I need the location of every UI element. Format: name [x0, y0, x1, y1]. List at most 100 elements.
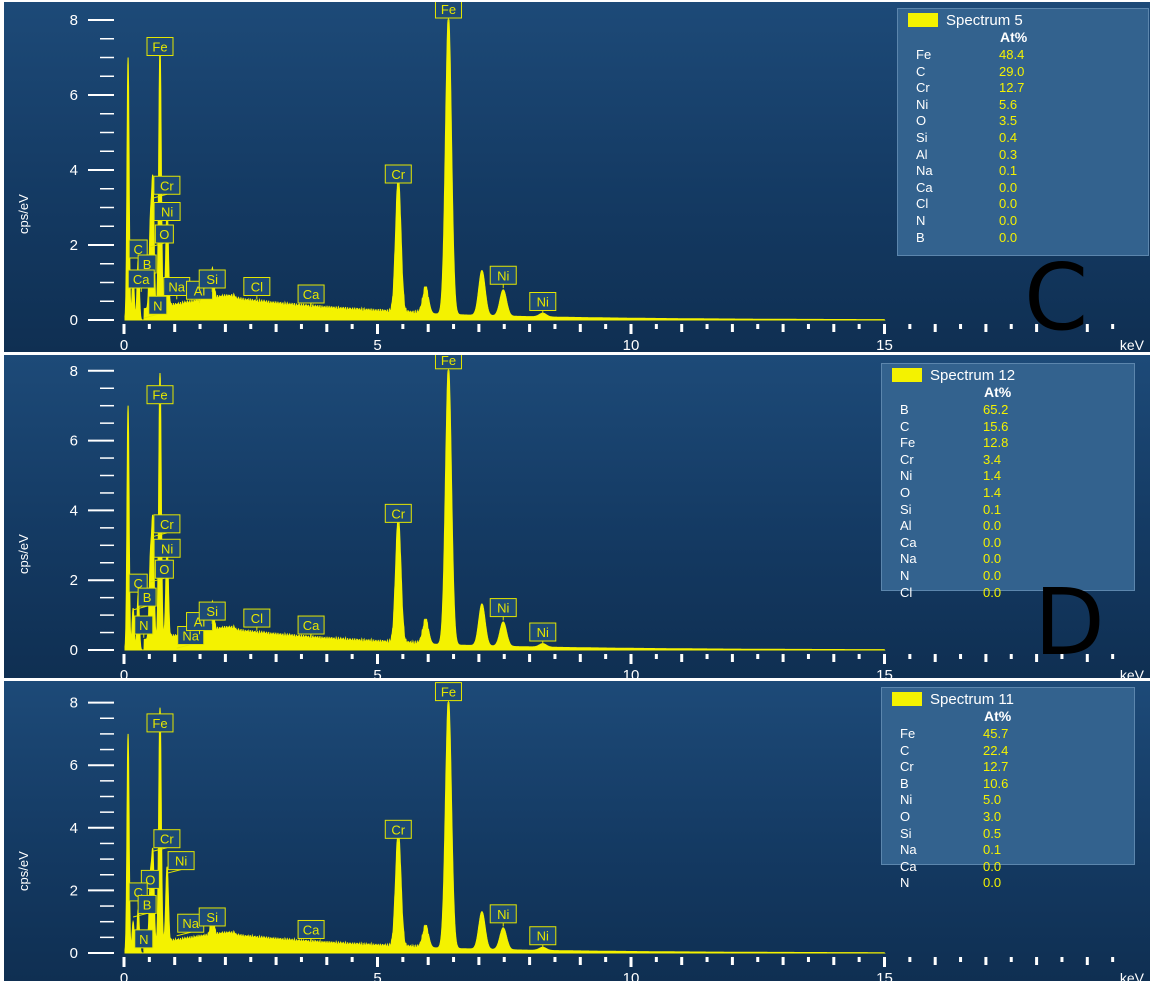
- element-symbol: Ca: [900, 858, 917, 874]
- legend-swatch: [892, 692, 922, 706]
- legend-row: Al 0.0: [882, 518, 1134, 535]
- peak-label: Ni: [489, 265, 517, 289]
- element-symbol: Fe: [900, 435, 916, 451]
- peak-label: Si: [198, 269, 226, 292]
- y-axis-title: cps/eV: [16, 851, 31, 891]
- x-tick-label: 0: [120, 667, 128, 678]
- svg-text:Ni: Ni: [537, 295, 549, 310]
- element-symbol: O: [916, 113, 927, 129]
- y-tick-label: 4: [70, 820, 78, 837]
- y-axis: 0 2 4 6 8: [70, 12, 114, 329]
- y-tick-label: 8: [70, 695, 78, 712]
- y-tick-label: 6: [70, 433, 78, 450]
- element-symbol: O: [900, 485, 911, 500]
- atomic-percent-value: 3.0: [983, 809, 1002, 824]
- x-tick-label: 15: [876, 667, 893, 678]
- svg-text:Ni: Ni: [537, 625, 549, 640]
- atomic-percent-value: 0.0: [983, 551, 1002, 567]
- peak-label: Ni: [166, 851, 195, 874]
- y-tick-label: 8: [70, 12, 78, 29]
- svg-text:B: B: [143, 590, 152, 605]
- legend-row: B 65.2: [882, 402, 1134, 419]
- legend-header: Spectrum 11: [882, 688, 1134, 710]
- atomic-percent-value: 0.0: [999, 196, 1018, 212]
- legend: Spectrum 5 At% Fe 48.4 C 29.0 Cr 12.7 Ni 5.6 O 3.5 S…: [897, 8, 1149, 256]
- svg-text:Si: Si: [206, 910, 218, 925]
- legend-row: Si 0.1: [882, 502, 1134, 519]
- panel-letter: D: [1034, 569, 1105, 676]
- peak-label: Fe: [146, 37, 174, 60]
- svg-text:N: N: [139, 618, 148, 633]
- element-symbol: Na: [900, 842, 917, 858]
- element-symbol: Cr: [900, 759, 914, 775]
- svg-text:N: N: [139, 932, 148, 947]
- peak-label: Na: [176, 913, 205, 937]
- legend: Spectrum 12 At% B 65.2 C 15.6 Fe 12.8 Cr 3.4 Ni 1.4…: [881, 363, 1135, 600]
- svg-text:Na: Na: [182, 629, 199, 644]
- peak-label: Fe: [434, 2, 462, 22]
- peak-labels: Fe Cr O Ni CB N Na Si Ca Cr Fe Ni Ni: [128, 682, 557, 952]
- peak-label: B: [133, 894, 157, 918]
- peak-label: N: [134, 929, 154, 952]
- element-symbol: Cr: [916, 80, 930, 96]
- atomic-percent-value: 3.4: [983, 451, 1002, 467]
- legend-row: C 29.0: [898, 64, 1148, 81]
- legend-row: Cr 12.7: [882, 759, 1134, 776]
- legend-row: C 15.6: [882, 419, 1134, 436]
- svg-text:C: C: [134, 885, 143, 900]
- legend-row: Ni 5.6: [898, 97, 1148, 114]
- peak-label: Si: [198, 907, 226, 930]
- svg-text:N: N: [153, 298, 162, 313]
- svg-text:O: O: [145, 872, 155, 887]
- atomic-percent-value: 0.0: [983, 568, 1002, 583]
- y-axis-title: cps/eV: [16, 194, 31, 234]
- peak-label: N: [143, 295, 168, 319]
- element-symbol: B: [900, 775, 909, 791]
- peak-label: B: [132, 587, 157, 611]
- legend-row: Si 0.5: [882, 826, 1134, 843]
- atomic-percent-value: 0.0: [999, 213, 1018, 228]
- peak-label: Cr: [152, 829, 181, 852]
- atomic-percent-value: 0.0: [983, 534, 1002, 550]
- atomic-percent-value: 0.3: [999, 146, 1018, 162]
- legend-row: O 3.5: [898, 113, 1148, 130]
- element-symbol: N: [900, 568, 910, 583]
- legend-row: Na 0.1: [898, 163, 1148, 180]
- atomic-percent-value: 12.8: [983, 435, 1009, 451]
- x-tick-label: 15: [876, 970, 893, 981]
- panel-letter: C: [1024, 244, 1089, 351]
- svg-text:C: C: [134, 576, 143, 591]
- atomic-percent-value: 3.5: [999, 113, 1018, 129]
- y-tick-label: 0: [70, 312, 78, 329]
- atomic-percent-value: 0.1: [999, 163, 1018, 179]
- svg-text:Fe: Fe: [152, 388, 167, 403]
- atomic-percent-value: 10.6: [983, 775, 1009, 791]
- svg-text:Cr: Cr: [391, 822, 405, 837]
- legend-row: Cr 3.4: [882, 452, 1134, 469]
- legend-row: Fe 45.7: [882, 726, 1134, 743]
- svg-text:Cr: Cr: [391, 167, 405, 182]
- svg-text:Fe: Fe: [441, 2, 456, 17]
- svg-text:C: C: [134, 242, 143, 257]
- peak-label: Ni: [489, 904, 517, 927]
- y-tick-label: 2: [70, 882, 78, 899]
- element-symbol: C: [900, 418, 910, 434]
- svg-text:Cl: Cl: [251, 280, 263, 295]
- panel-divider: [0, 352, 1154, 354]
- legend: Spectrum 11 At% Fe 45.7 C 22.4 Cr 12.7 B 10.6 Ni 5.…: [881, 687, 1135, 890]
- svg-text:Fe: Fe: [152, 716, 167, 731]
- svg-text:Ca: Ca: [303, 618, 320, 633]
- element-symbol: N: [900, 875, 910, 891]
- x-tick-label: 10: [623, 667, 640, 678]
- legend-header: Spectrum 12: [882, 364, 1134, 386]
- svg-text:Ni: Ni: [497, 907, 509, 922]
- legend-row: Na 0.1: [882, 842, 1134, 859]
- svg-text:Na: Na: [168, 280, 185, 295]
- eds-panel-c: 0 2 4 6 8 0 5 10 15 keV Fe Cr Ni O C B Ca N Na Al Si Cl Ca Cr Fe…: [4, 2, 1150, 352]
- svg-text:Na: Na: [182, 916, 199, 931]
- peak-label: Fe: [434, 682, 462, 705]
- svg-text:Ni: Ni: [497, 601, 509, 616]
- y-axis-title: cps/eV: [16, 534, 31, 574]
- legend-row: Ca 0.0: [882, 859, 1134, 876]
